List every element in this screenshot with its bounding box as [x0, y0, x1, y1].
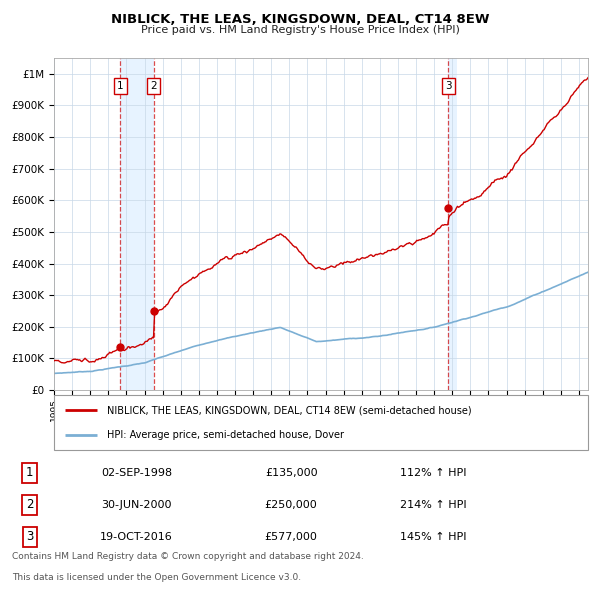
Text: £577,000: £577,000	[265, 532, 317, 542]
Text: NIBLICK, THE LEAS, KINGSDOWN, DEAL, CT14 8EW: NIBLICK, THE LEAS, KINGSDOWN, DEAL, CT14…	[111, 13, 489, 26]
Text: £250,000: £250,000	[265, 500, 317, 510]
Text: This data is licensed under the Open Government Licence v3.0.: This data is licensed under the Open Gov…	[12, 573, 301, 582]
Text: 112% ↑ HPI: 112% ↑ HPI	[400, 468, 467, 478]
Text: 2: 2	[150, 81, 157, 91]
Text: 1: 1	[26, 467, 34, 480]
Text: 145% ↑ HPI: 145% ↑ HPI	[400, 532, 467, 542]
Text: 19-OCT-2016: 19-OCT-2016	[100, 532, 173, 542]
Text: 214% ↑ HPI: 214% ↑ HPI	[400, 500, 467, 510]
Bar	[448, 58, 457, 390]
Text: 1: 1	[117, 81, 124, 91]
Text: 3: 3	[445, 81, 452, 91]
FancyBboxPatch shape	[54, 395, 588, 450]
Text: Price paid vs. HM Land Registry's House Price Index (HPI): Price paid vs. HM Land Registry's House …	[140, 25, 460, 35]
Text: 30-JUN-2000: 30-JUN-2000	[101, 500, 172, 510]
Bar	[121, 58, 154, 390]
Text: 3: 3	[26, 530, 34, 543]
Text: 02-SEP-1998: 02-SEP-1998	[101, 468, 172, 478]
Text: 2: 2	[26, 499, 34, 512]
Text: NIBLICK, THE LEAS, KINGSDOWN, DEAL, CT14 8EW (semi-detached house): NIBLICK, THE LEAS, KINGSDOWN, DEAL, CT14…	[107, 405, 472, 415]
Text: HPI: Average price, semi-detached house, Dover: HPI: Average price, semi-detached house,…	[107, 430, 344, 440]
Text: Contains HM Land Registry data © Crown copyright and database right 2024.: Contains HM Land Registry data © Crown c…	[12, 552, 364, 560]
Text: £135,000: £135,000	[265, 468, 317, 478]
